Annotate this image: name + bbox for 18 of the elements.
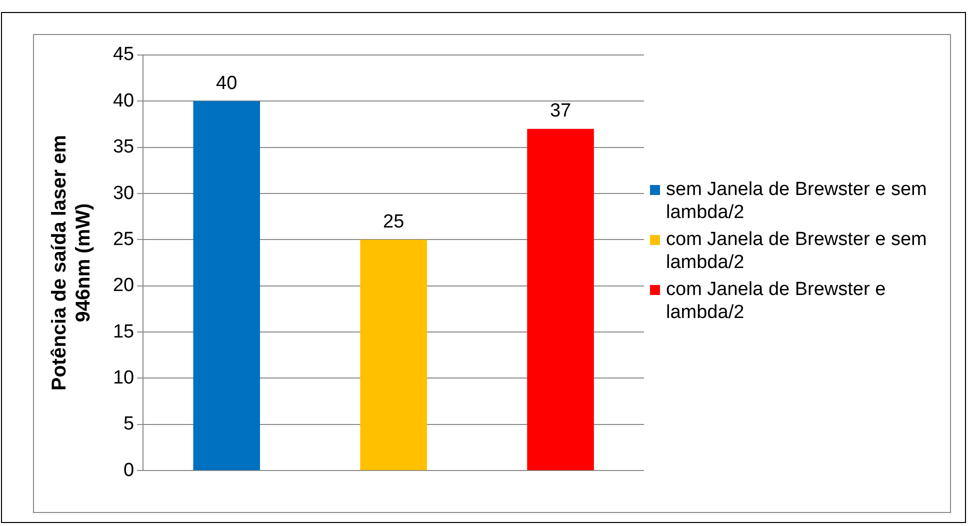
data-label: 37 [550, 100, 572, 122]
y-tick-label: 45 [112, 44, 134, 66]
y-tick-label: 40 [112, 90, 134, 112]
legend-label: com Janela de Brewster e lambda/2 [666, 278, 887, 324]
data-label: 40 [216, 72, 238, 94]
y-tick-label: 20 [112, 275, 134, 296]
y-tick-label: 10 [112, 367, 134, 388]
y-tick-label: 35 [112, 136, 134, 158]
y-tick-label: 30 [112, 182, 134, 204]
y-tick-label: 15 [112, 321, 134, 342]
y-tick-label: 25 [112, 228, 134, 250]
bar [193, 101, 260, 470]
data-label: 25 [382, 211, 404, 232]
bar [527, 128, 594, 470]
y-tick-label: 5 [124, 414, 134, 435]
y-tick-label: 0 [124, 460, 134, 481]
y-axis-title: Potência de saída laser em 946nm (mW) [48, 134, 95, 391]
bar [360, 240, 427, 470]
